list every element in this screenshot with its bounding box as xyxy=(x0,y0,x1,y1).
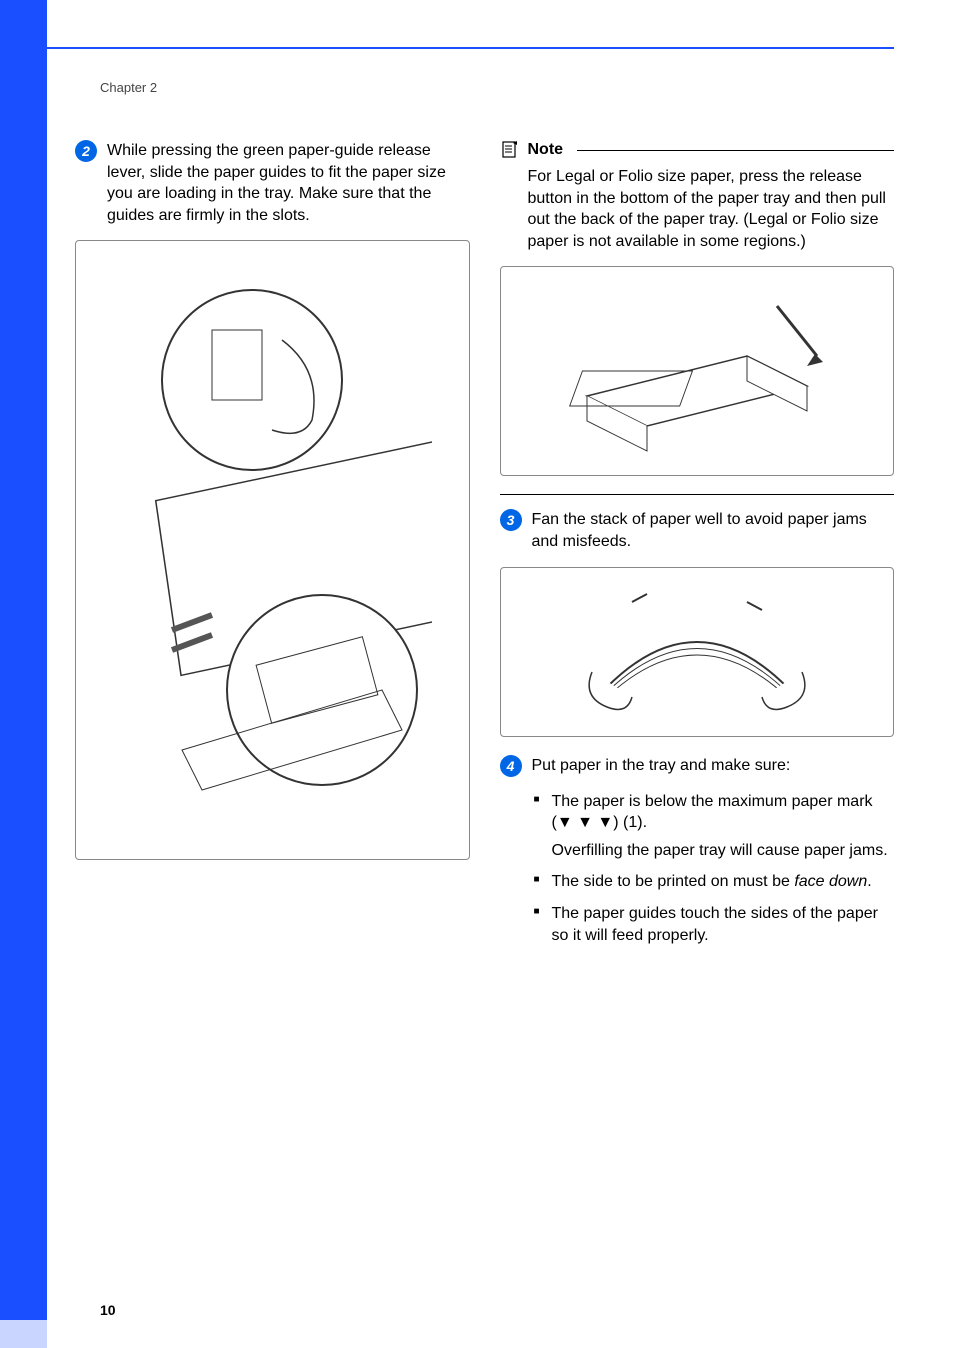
step-4-number: 4 xyxy=(500,755,522,777)
step-4-bullet-2: The side to be printed on must be face d… xyxy=(534,871,895,893)
figure-tray-extension xyxy=(500,266,895,476)
figure-paper-guides xyxy=(75,240,470,860)
note-block: Note For Legal or Folio size paper, pres… xyxy=(500,140,895,252)
step-4-bullets: The paper is below the maximum paper mar… xyxy=(500,791,895,834)
step-4-bullet-3: The paper guides touch the sides of the … xyxy=(534,903,895,946)
page-number: 10 xyxy=(100,1302,116,1318)
step-2-text: While pressing the green paper-guide rel… xyxy=(107,140,470,226)
note-icon xyxy=(500,140,520,160)
page-root: Chapter 2 2 While pressing the green pap… xyxy=(0,0,954,1348)
margin-strip xyxy=(0,0,47,1320)
step-3-text: Fan the stack of paper well to avoid pap… xyxy=(532,509,895,552)
step-4-bullet-2a: The side to be printed on must be xyxy=(552,873,795,890)
step-4-bullet-2-italic: face down xyxy=(794,873,867,890)
step-4-bullet-1-sub: Overfilling the paper tray will cause pa… xyxy=(500,840,895,862)
paper-mark-symbols: ▼ ▼ ▼ xyxy=(557,814,613,831)
note-body: For Legal or Folio size paper, press the… xyxy=(500,166,895,252)
step-2: 2 While pressing the green paper-guide r… xyxy=(75,140,470,226)
step-4-bullets-cont: The side to be printed on must be face d… xyxy=(500,871,895,946)
chapter-label: Chapter 2 xyxy=(100,80,157,95)
margin-tab xyxy=(0,1320,47,1348)
right-column: Note For Legal or Folio size paper, pres… xyxy=(500,140,895,956)
step-3: 3 Fan the stack of paper well to avoid p… xyxy=(500,509,895,552)
content-columns: 2 While pressing the green paper-guide r… xyxy=(75,140,894,956)
step-4-bullet-2b: . xyxy=(867,873,871,890)
note-header: Note xyxy=(500,140,895,160)
note-end-rule xyxy=(500,494,895,495)
step-4-text: Put paper in the tray and make sure: xyxy=(532,755,791,777)
header-rule xyxy=(47,47,894,49)
figure-fan-paper xyxy=(500,567,895,737)
step-2-number: 2 xyxy=(75,140,97,162)
step-4-bullet-1b: ) (1). xyxy=(613,814,647,831)
step-4: 4 Put paper in the tray and make sure: xyxy=(500,755,895,777)
tray-extension-illustration xyxy=(547,276,847,466)
step-3-number: 3 xyxy=(500,509,522,531)
step-4-bullet-1: The paper is below the maximum paper mar… xyxy=(534,791,895,834)
paper-guides-illustration xyxy=(112,270,432,830)
note-title: Note xyxy=(528,141,564,159)
left-column: 2 While pressing the green paper-guide r… xyxy=(75,140,470,956)
note-header-rule xyxy=(577,150,894,151)
fan-paper-illustration xyxy=(547,577,847,727)
